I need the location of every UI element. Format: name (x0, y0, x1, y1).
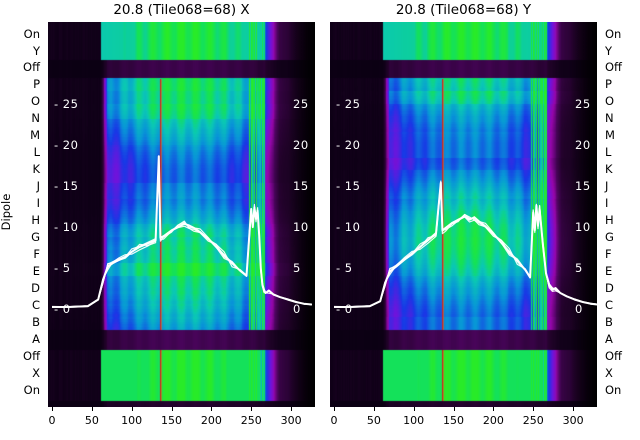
outer-y-tick: C (605, 297, 614, 312)
outer-y-tick: A (32, 331, 40, 346)
outer-y-tick: J (36, 179, 40, 194)
x-tick-mark (373, 407, 375, 411)
x-tick-label: 50 (84, 414, 99, 427)
outer-y-tick: X (605, 365, 613, 380)
x-tick-label: 250 (522, 414, 544, 427)
x-tick-label: 300 (562, 414, 584, 427)
x-tick-label: 250 (240, 414, 262, 427)
x-tick-mark (171, 407, 173, 411)
outer-y-tick: N (605, 111, 614, 126)
overlay-traces (51, 155, 312, 308)
outer-y-tick: J (605, 179, 609, 194)
outer-y-tick: On (23, 26, 40, 41)
x-tick-label: 50 (366, 414, 381, 427)
outer-y-tick: On (23, 382, 40, 397)
outer-y-tick: D (31, 280, 40, 295)
trace-line (51, 156, 312, 308)
outer-y-tick: P (33, 77, 40, 92)
outer-y-tick: H (605, 213, 614, 228)
outer-y-tick: G (31, 230, 40, 245)
x-tick-label: 0 (330, 414, 338, 427)
outer-y-tick: O (30, 94, 40, 109)
x-tick-mark (493, 407, 495, 411)
outer-y-tick: M (30, 128, 40, 143)
outer-y-tick: Off (605, 60, 622, 75)
overlay-traces (333, 180, 597, 308)
x-tick-label: 200 (200, 414, 222, 427)
heatmap-image (48, 22, 315, 407)
x-tick-mark (251, 407, 253, 411)
outer-y-tick: K (32, 162, 40, 177)
heatmap-plot-area[interactable] (48, 22, 315, 407)
x-tick-mark (211, 407, 213, 411)
outer-y-tick: Off (605, 348, 622, 363)
trace-line (51, 158, 312, 308)
outer-y-tick: M (605, 128, 615, 143)
trace-line (51, 156, 312, 308)
outer-y-tick: Off (23, 60, 40, 75)
outer-y-tick: A (605, 331, 613, 346)
outer-y-tick: On (605, 382, 622, 397)
outer-y-tick: G (605, 230, 614, 245)
outer-y-tick: H (31, 213, 40, 228)
x-tick-mark (91, 407, 93, 411)
x-tick-mark (533, 407, 535, 411)
x-tick-mark (413, 407, 415, 411)
trace-line (333, 184, 597, 308)
outer-y-tick: E (32, 263, 40, 278)
trace-line (334, 181, 597, 308)
heatmap-plot-area[interactable] (330, 22, 597, 407)
x-tick-label: 150 (161, 414, 183, 427)
x-tick-label: 200 (482, 414, 504, 427)
outer-y-tick: C (31, 297, 40, 312)
outer-y-tick: D (605, 280, 614, 295)
trace-line (52, 155, 312, 308)
x-tick-label: 100 (403, 414, 425, 427)
outer-y-tick: Y (32, 43, 40, 58)
outer-y-tick: N (31, 111, 40, 126)
outer-y-tick: Y (605, 43, 613, 58)
heatmap-image (330, 22, 597, 407)
outer-y-tick: B (605, 314, 613, 329)
outer-y-tick: L (33, 145, 40, 160)
outer-y-tick: L (605, 145, 612, 160)
outer-y-tick: O (605, 94, 615, 109)
outer-y-tick: B (32, 314, 40, 329)
y-axis-label: Dipole (0, 193, 13, 231)
outer-y-tick: On (605, 26, 622, 41)
outer-y-tick: K (605, 162, 613, 177)
x-tick-label: 100 (121, 414, 143, 427)
panel-title: 20.8 (Tile068=68) Y (395, 2, 532, 18)
x-tick-mark (51, 407, 53, 411)
x-tick-mark (573, 407, 575, 411)
outer-y-tick: F (605, 247, 612, 261)
x-tick-label: 150 (443, 414, 465, 427)
trace-line (333, 182, 597, 308)
x-tick-mark (453, 407, 455, 411)
outer-y-tick: F (33, 247, 40, 261)
x-tick-label: 300 (280, 414, 302, 427)
outer-y-tick: P (605, 77, 612, 92)
outer-y-tick: I (36, 196, 40, 211)
outer-y-tick: Off (23, 348, 40, 363)
outer-y-tick: I (605, 196, 609, 211)
outer-y-tick: E (605, 263, 613, 278)
outer-y-tick: X (32, 365, 40, 380)
x-tick-label: 0 (48, 414, 56, 427)
x-tick-mark (333, 407, 335, 411)
x-tick-mark (131, 407, 133, 411)
panel-title: 20.8 (Tile068=68) X (113, 2, 250, 18)
trace-line (333, 180, 597, 308)
x-tick-mark (291, 407, 293, 411)
outer-y-tick-labels-right: On Y Off P O N M L K J I H G F E D C B A Off X On (601, 22, 640, 407)
